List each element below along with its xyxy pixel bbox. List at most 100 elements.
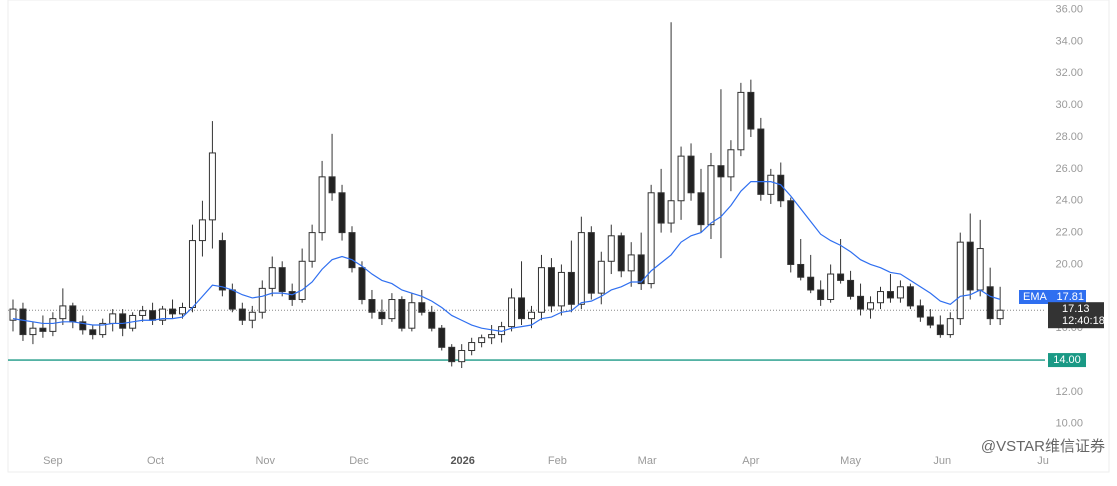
ema-name: EMA [1023, 291, 1048, 303]
candle-body [757, 128, 765, 195]
candle-body [747, 91, 755, 130]
candle-body [438, 327, 446, 348]
candle-body [248, 311, 256, 321]
candle-body [408, 302, 416, 329]
candle-body [986, 286, 994, 320]
y-tick-label: 36.00 [1055, 3, 1083, 15]
candle-body [607, 235, 615, 262]
candle-body [727, 149, 735, 178]
y-tick-label: 28.00 [1055, 131, 1083, 143]
candle-body [637, 254, 645, 285]
candle-body [169, 308, 177, 315]
candle-body [886, 291, 894, 299]
ema-badge [1019, 290, 1086, 304]
x-tick-label: Nov [255, 455, 275, 467]
candle-body [627, 254, 635, 272]
candle-body [19, 308, 27, 336]
candle-body [527, 311, 535, 320]
candle-body [817, 289, 825, 301]
x-tick-label: Ju [1037, 455, 1049, 467]
candle-body [677, 155, 685, 202]
candle-body [308, 232, 316, 262]
candle-body [926, 316, 934, 326]
candle-body [647, 192, 655, 285]
candle-body [119, 313, 127, 329]
candle-body [837, 273, 845, 281]
candle-body [198, 219, 206, 242]
x-tick-label: 2026 [450, 455, 474, 467]
candle-body [787, 200, 795, 265]
candle-body [936, 324, 944, 336]
candle-body [518, 297, 526, 320]
candle-body [827, 273, 835, 301]
y-tick-label: 24.00 [1055, 195, 1083, 207]
candle-body [946, 318, 954, 336]
candle-body [577, 232, 585, 305]
x-tick-label: Sep [43, 455, 63, 467]
y-tick-label: 22.00 [1055, 227, 1083, 239]
candle-body [59, 305, 67, 320]
candle-body [867, 302, 875, 310]
candle-body [767, 174, 775, 195]
candle-body [508, 297, 516, 328]
candle-body [537, 267, 545, 313]
price-time: 12:40:18 [1062, 315, 1105, 327]
candle-body [99, 322, 107, 336]
candle-body [587, 232, 595, 294]
candle-body [966, 241, 974, 291]
candle-body [876, 291, 884, 304]
candle-body [916, 305, 924, 318]
ema-value: 17.81 [1056, 291, 1084, 303]
candle-body [288, 291, 296, 301]
candle-body [567, 271, 575, 305]
candle-body [328, 176, 336, 194]
candle-body [418, 302, 426, 313]
chart-frame [7, 0, 1110, 473]
candle-body [238, 308, 246, 321]
candle-body [667, 200, 675, 224]
candle-body [697, 192, 705, 226]
candle-body [478, 337, 486, 344]
candle-body [448, 346, 456, 363]
candle-body [208, 152, 216, 221]
candle-body [159, 308, 167, 321]
x-tick-label: Apr [742, 455, 759, 467]
candle-body [398, 299, 406, 329]
candle-body [338, 192, 346, 234]
y-tick-label: 32.00 [1055, 67, 1083, 79]
y-tick-label: 12.00 [1055, 386, 1083, 398]
candle-body [318, 176, 326, 234]
x-tick-label: Jun [933, 455, 951, 467]
x-tick-label: Oct [147, 455, 164, 467]
level-badge [1048, 353, 1086, 368]
y-tick-label: 34.00 [1055, 35, 1083, 47]
candle-body [218, 240, 226, 291]
ema-line [12, 181, 1001, 333]
candle-body [378, 311, 386, 320]
candle-body [557, 271, 565, 307]
candle-body [717, 165, 725, 178]
y-tick-label: 20.00 [1055, 258, 1083, 270]
y-tick-label: 26.00 [1055, 163, 1083, 175]
candle-body [69, 305, 77, 323]
candle-body [49, 318, 57, 332]
candle-body [278, 267, 286, 293]
candle-body [857, 295, 865, 310]
candle-body [807, 276, 815, 291]
candle-body [547, 267, 555, 307]
candle-body [178, 306, 186, 315]
candle-body [617, 235, 625, 272]
candle-body [348, 232, 356, 269]
x-tick-label: Mar [638, 455, 657, 467]
candle-body [797, 263, 805, 278]
candle-body [139, 310, 147, 316]
candle-body [428, 311, 436, 329]
candle-body [268, 267, 276, 289]
candle-body [228, 289, 236, 310]
candle-body [149, 310, 157, 321]
candle-body [258, 287, 266, 313]
candle-body [358, 267, 366, 301]
watermark: @VSTAR维信证券 [981, 438, 1105, 455]
x-tick-label: Dec [349, 455, 369, 467]
